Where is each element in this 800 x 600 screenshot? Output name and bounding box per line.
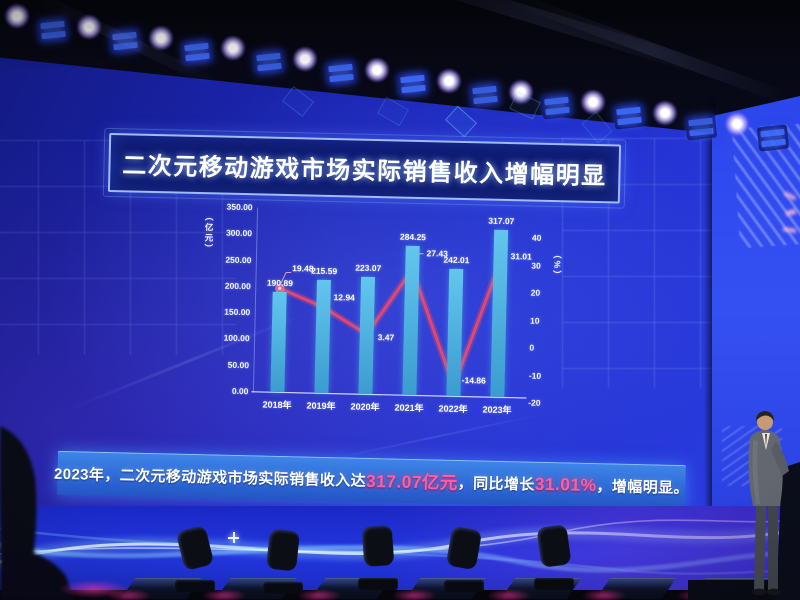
mover-base	[263, 582, 303, 594]
podium	[776, 462, 800, 600]
sparkle	[228, 532, 239, 543]
magenta-glow	[486, 589, 532, 600]
moving-head-light	[260, 528, 306, 596]
moving-head-light	[531, 524, 577, 592]
stage-light-glow	[436, 67, 462, 94]
magenta-glow	[296, 589, 342, 600]
magenta-glow	[391, 589, 437, 600]
mover-base	[358, 578, 398, 590]
stage-light-glow	[292, 46, 318, 73]
audience-silhouette	[0, 549, 74, 600]
moving-head-light	[355, 525, 401, 592]
magenta-glow	[106, 589, 152, 600]
stage-light-glow	[580, 89, 606, 116]
stage-light-glow	[4, 3, 30, 29]
led-main-screen: 二次元移动游戏市场实际销售收入增幅明显 350.00 300.00 250.00 20…	[0, 57, 726, 530]
magenta-glow	[201, 589, 247, 600]
magenta-glow	[581, 589, 627, 600]
screen-content: 二次元移动游戏市场实际销售收入增幅明显 350.00 300.00 250.00 20…	[0, 58, 726, 530]
mover-base	[175, 580, 215, 592]
stage-light-glow	[76, 13, 102, 40]
stage-light-glow	[148, 24, 174, 51]
purple-tint	[0, 506, 800, 592]
magenta-glow	[58, 580, 130, 598]
presenter	[748, 411, 789, 596]
stage-light-glow	[724, 111, 750, 137]
stage-light-glow	[364, 57, 390, 83]
mover-base	[444, 580, 484, 592]
moving-head-light	[441, 525, 487, 594]
stage-light-glow	[508, 78, 534, 105]
mover-base	[534, 578, 574, 590]
stage-light-glow	[220, 35, 246, 62]
combo-chart: 350.00 300.00 250.00 200.00 150.00 100.00 50.0…	[3, 58, 726, 416]
stage-light-glow	[652, 100, 678, 127]
led-wave-strip	[0, 506, 800, 592]
moving-head-light	[172, 524, 218, 594]
